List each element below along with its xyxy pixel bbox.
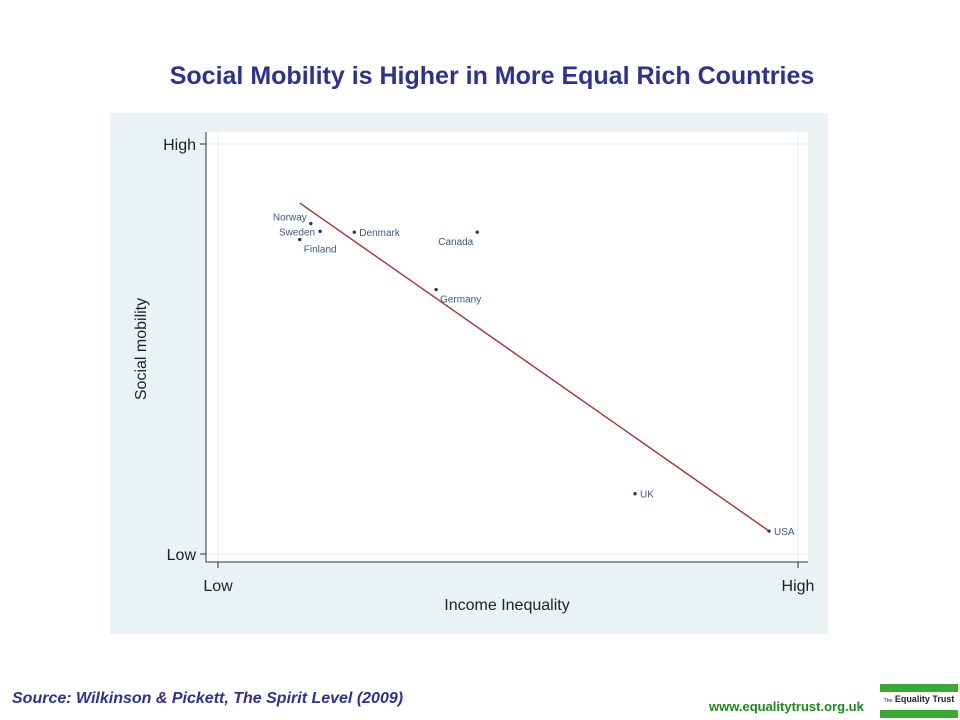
data-point-norway — [309, 221, 313, 226]
data-point-uk — [633, 492, 637, 496]
logo-prefix: The — [883, 698, 893, 704]
point-label-canada: Canada — [438, 237, 473, 248]
data-points: Norway Sweden Finland Denmark Canada Germany U… — [273, 213, 795, 539]
point-label-uk: UK — [640, 490, 654, 501]
data-point-finland — [298, 237, 302, 242]
equality-trust-logo: The Equality Trust — [880, 684, 958, 718]
point-label-germany: Germany — [440, 295, 481, 306]
trend-line — [299, 202, 770, 532]
data-point-germany — [434, 287, 438, 292]
source-citation: Source: Wilkinson & Pickett, The Spirit … — [12, 690, 404, 707]
x-tick-label: High — [782, 578, 815, 595]
y-tick-label: Low — [167, 547, 197, 564]
website-link[interactable]: www.equalitytrust.org.uk — [709, 699, 864, 714]
x-tick-label: Low — [203, 578, 233, 595]
point-label-finland: Finland — [304, 245, 337, 256]
x-axis-label: Income Inequality — [444, 597, 569, 614]
trend-line-layer — [299, 202, 770, 532]
plot-area — [206, 132, 808, 562]
point-label-usa: USA — [774, 527, 795, 538]
logo-name: Equality Trust — [894, 694, 955, 704]
point-label-norway: Norway — [273, 213, 307, 224]
logo-band-bottom — [880, 710, 958, 718]
point-label-denmark: Denmark — [359, 228, 401, 239]
data-point-usa — [767, 529, 771, 533]
data-point-sweden — [318, 229, 322, 234]
data-point-canada — [475, 230, 479, 234]
y-tick-label: High — [163, 137, 196, 154]
chart-title: Social Mobility is Higher in More Equal … — [169, 62, 815, 90]
gridlines — [206, 132, 808, 562]
scatter-chart: Low High Low High Income Inequality Social … — [133, 132, 814, 614]
data-point-denmark — [352, 230, 356, 234]
logo-band-top — [880, 684, 958, 692]
logo-text: The Equality Trust — [880, 694, 958, 704]
axis-ticks: Low High Low High — [163, 137, 814, 595]
point-label-sweden: Sweden — [279, 227, 315, 238]
chart-panel: Low High Low High Income Inequality Social … — [110, 113, 828, 634]
y-axis-label: Social mobility — [133, 298, 150, 400]
